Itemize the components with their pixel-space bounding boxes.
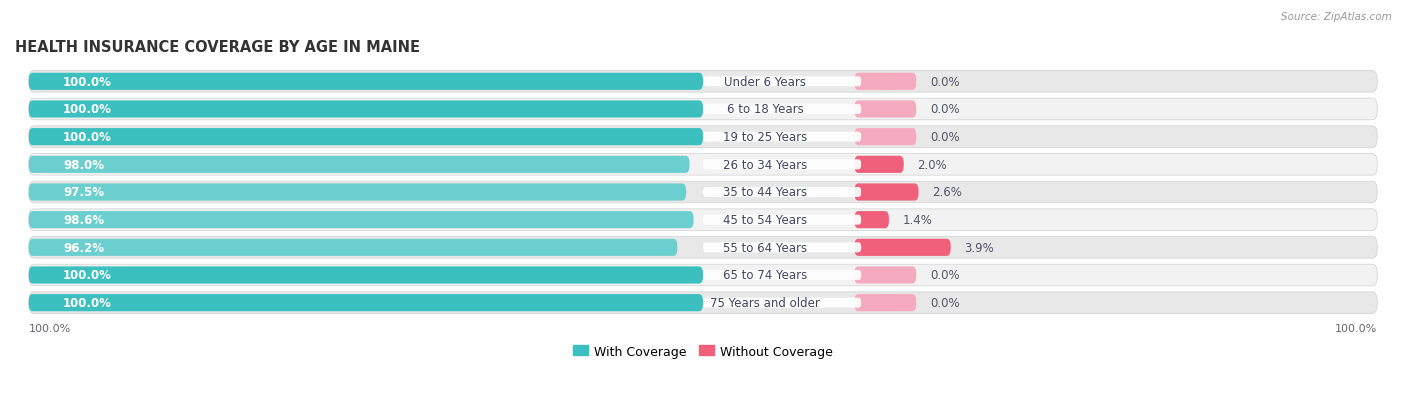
FancyBboxPatch shape [28, 211, 693, 229]
FancyBboxPatch shape [855, 101, 917, 118]
Text: 98.0%: 98.0% [63, 159, 104, 171]
FancyBboxPatch shape [28, 154, 1378, 176]
FancyBboxPatch shape [28, 99, 1378, 121]
Text: 45 to 54 Years: 45 to 54 Years [723, 214, 807, 227]
Text: 96.2%: 96.2% [63, 241, 104, 254]
FancyBboxPatch shape [855, 74, 917, 91]
Text: 97.5%: 97.5% [63, 186, 104, 199]
Text: 65 to 74 Years: 65 to 74 Years [723, 269, 807, 282]
FancyBboxPatch shape [28, 239, 678, 256]
Text: 0.0%: 0.0% [929, 269, 960, 282]
FancyBboxPatch shape [28, 292, 1378, 314]
FancyBboxPatch shape [703, 77, 862, 87]
Text: 19 to 25 Years: 19 to 25 Years [723, 131, 807, 144]
Text: 100.0%: 100.0% [63, 269, 112, 282]
FancyBboxPatch shape [28, 126, 1378, 148]
FancyBboxPatch shape [28, 71, 1378, 93]
Text: HEALTH INSURANCE COVERAGE BY AGE IN MAINE: HEALTH INSURANCE COVERAGE BY AGE IN MAIN… [15, 40, 420, 55]
Text: Under 6 Years: Under 6 Years [724, 76, 806, 89]
FancyBboxPatch shape [703, 298, 862, 308]
FancyBboxPatch shape [703, 215, 862, 225]
FancyBboxPatch shape [28, 157, 689, 173]
Text: 26 to 34 Years: 26 to 34 Years [723, 159, 807, 171]
Text: 0.0%: 0.0% [929, 103, 960, 116]
Text: 98.6%: 98.6% [63, 214, 104, 227]
Text: 1.4%: 1.4% [903, 214, 932, 227]
FancyBboxPatch shape [855, 184, 918, 201]
FancyBboxPatch shape [28, 237, 1378, 259]
FancyBboxPatch shape [855, 211, 889, 229]
FancyBboxPatch shape [28, 182, 1378, 203]
FancyBboxPatch shape [703, 160, 862, 170]
FancyBboxPatch shape [855, 157, 904, 173]
Text: 100.0%: 100.0% [63, 76, 112, 89]
FancyBboxPatch shape [28, 294, 703, 311]
Legend: With Coverage, Without Coverage: With Coverage, Without Coverage [568, 340, 838, 363]
Text: 55 to 64 Years: 55 to 64 Years [723, 241, 807, 254]
FancyBboxPatch shape [28, 209, 1378, 231]
FancyBboxPatch shape [703, 243, 862, 253]
Text: 0.0%: 0.0% [929, 76, 960, 89]
Text: 0.0%: 0.0% [929, 131, 960, 144]
FancyBboxPatch shape [28, 74, 703, 91]
FancyBboxPatch shape [855, 239, 950, 256]
FancyBboxPatch shape [855, 294, 917, 311]
Text: 100.0%: 100.0% [63, 103, 112, 116]
FancyBboxPatch shape [703, 132, 862, 142]
Text: 2.6%: 2.6% [932, 186, 962, 199]
FancyBboxPatch shape [855, 267, 917, 284]
Text: 6 to 18 Years: 6 to 18 Years [727, 103, 803, 116]
Text: 35 to 44 Years: 35 to 44 Years [723, 186, 807, 199]
FancyBboxPatch shape [28, 101, 703, 118]
FancyBboxPatch shape [703, 271, 862, 280]
Text: 100.0%: 100.0% [28, 323, 72, 333]
FancyBboxPatch shape [28, 184, 686, 201]
Text: 3.9%: 3.9% [965, 241, 994, 254]
Text: 0.0%: 0.0% [929, 297, 960, 309]
FancyBboxPatch shape [28, 129, 703, 146]
FancyBboxPatch shape [703, 105, 862, 115]
Text: Source: ZipAtlas.com: Source: ZipAtlas.com [1281, 12, 1392, 22]
FancyBboxPatch shape [28, 267, 703, 284]
Text: 100.0%: 100.0% [63, 131, 112, 144]
Text: 75 Years and older: 75 Years and older [710, 297, 820, 309]
Text: 2.0%: 2.0% [918, 159, 948, 171]
FancyBboxPatch shape [28, 265, 1378, 286]
Text: 100.0%: 100.0% [63, 297, 112, 309]
Text: 100.0%: 100.0% [1334, 323, 1378, 333]
FancyBboxPatch shape [855, 129, 917, 146]
FancyBboxPatch shape [703, 188, 862, 197]
